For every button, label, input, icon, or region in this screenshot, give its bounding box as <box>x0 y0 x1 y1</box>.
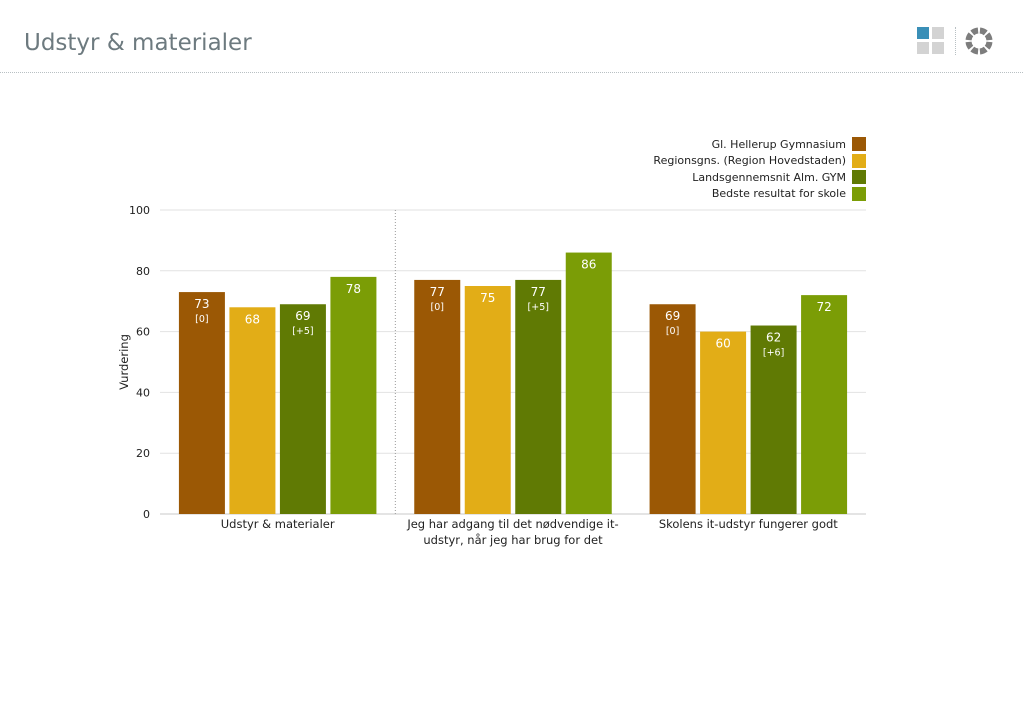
chart-legend: Gl. Hellerup Gymnasium Regionsgns. (Regio… <box>653 136 866 202</box>
grid-view-icon[interactable] <box>917 27 945 55</box>
data-annotation: [+5] <box>292 326 313 337</box>
data-annotation: [0] <box>666 326 679 337</box>
data-label: 60 <box>715 337 730 351</box>
bar <box>414 279 461 514</box>
legend-item: Landsgennemsnit Alm. GYM <box>653 169 866 186</box>
x-category-label: Jeg har adgang til det nødvendige it- <box>406 517 618 531</box>
bar <box>565 252 612 514</box>
bar <box>649 304 696 514</box>
data-annotation: [+6] <box>763 348 784 359</box>
bar <box>750 325 797 514</box>
legend-item: Gl. Hellerup Gymnasium <box>653 136 866 153</box>
legend-item: Bedste resultat for skole <box>653 186 866 203</box>
data-annotation: [0] <box>431 302 444 313</box>
data-label: 77 <box>430 285 445 299</box>
bar <box>801 295 848 514</box>
donut-chart-icon[interactable] <box>964 26 994 56</box>
y-tick-label: 80 <box>136 265 150 278</box>
grid-cell <box>917 42 929 54</box>
ring-segment <box>970 27 979 36</box>
data-label: 86 <box>581 258 596 272</box>
legend-item: Regionsgns. (Region Hovedstaden) <box>653 153 866 170</box>
ring-segment <box>984 41 993 50</box>
x-category-label: Skolens it-udstyr fungerer godt <box>659 517 838 531</box>
legend-label: Bedste resultat for skole <box>711 187 846 201</box>
bar <box>178 292 225 514</box>
legend-label: Regionsgns. (Region Hovedstaden) <box>653 154 846 168</box>
title-divider <box>0 72 1023 73</box>
bar <box>464 286 511 514</box>
data-label: 73 <box>194 297 209 311</box>
y-tick-label: 0 <box>143 508 150 521</box>
ring-segment <box>979 46 988 55</box>
grid-cell <box>932 42 944 54</box>
grid-cell <box>932 27 944 39</box>
y-axis-label: Vurdering <box>117 334 131 390</box>
y-tick-label: 100 <box>129 204 150 217</box>
bar <box>279 304 326 514</box>
legend-swatch <box>852 153 866 168</box>
data-label: 72 <box>816 300 831 314</box>
x-category-label: udstyr, når jeg har brug for det <box>423 533 603 547</box>
ring-segment <box>984 32 993 41</box>
data-annotation: [+5] <box>528 302 549 313</box>
data-label: 77 <box>531 285 546 299</box>
bar <box>330 276 377 514</box>
y-tick-label: 60 <box>136 326 150 339</box>
y-tick-label: 40 <box>136 386 150 399</box>
legend-swatch <box>852 137 866 152</box>
legend-swatch <box>852 186 866 201</box>
data-label: 69 <box>295 309 310 323</box>
data-annotation: [0] <box>195 314 208 325</box>
y-tick-label: 20 <box>136 447 150 460</box>
bar <box>700 331 747 514</box>
legend-swatch <box>852 170 866 185</box>
legend-label: Landsgennemsnit Alm. GYM <box>692 170 846 184</box>
legend-label: Gl. Hellerup Gymnasium <box>711 137 846 151</box>
ring-segment <box>979 27 988 36</box>
data-label: 62 <box>766 331 781 345</box>
bar <box>515 279 562 514</box>
data-label: 78 <box>346 282 361 296</box>
ring-segment <box>965 41 974 50</box>
ring-segment <box>970 46 979 55</box>
x-category-label: Udstyr & materialer <box>221 517 335 531</box>
data-label: 68 <box>245 312 260 326</box>
grid-cell <box>917 27 929 39</box>
ring-segment <box>965 32 974 41</box>
icon-divider <box>955 27 956 55</box>
bar <box>229 307 276 514</box>
data-label: 75 <box>480 291 495 305</box>
page-title: Udstyr & materialer <box>24 30 252 56</box>
data-label: 69 <box>665 309 680 323</box>
